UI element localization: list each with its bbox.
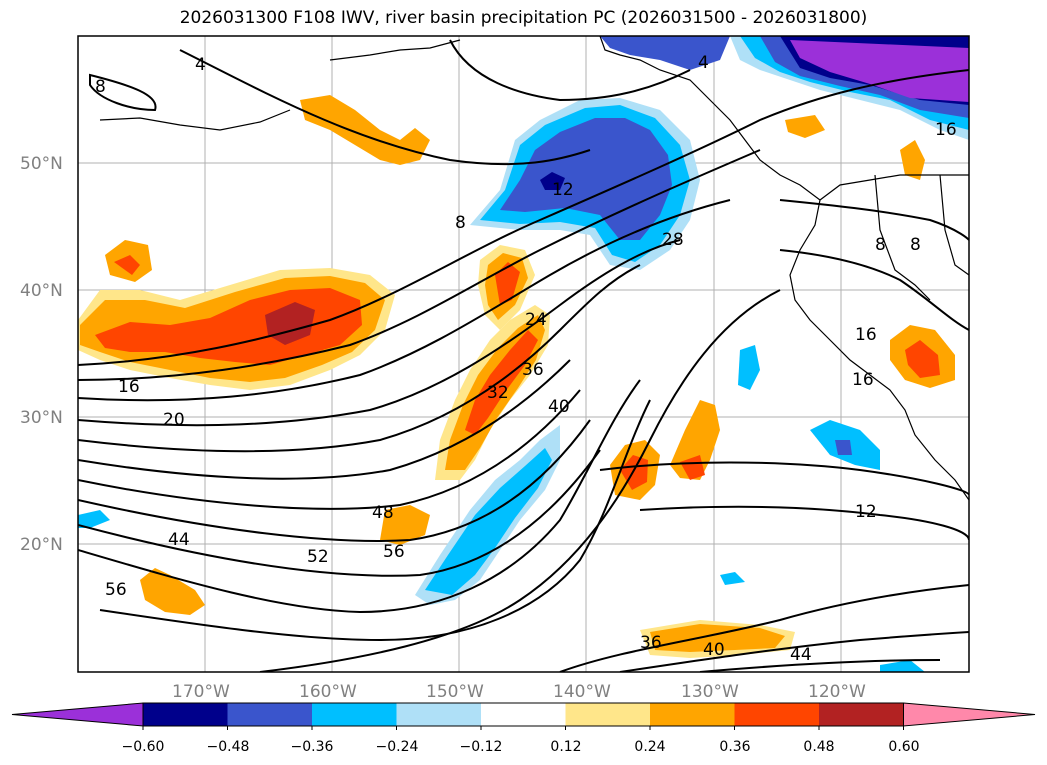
contour-label: 16 — [118, 377, 140, 397]
contour-label: 4 — [698, 53, 709, 73]
colorbar-tick-label: −0.36 — [291, 739, 334, 755]
contour-label: 48 — [372, 503, 394, 523]
colorbar-segment — [143, 703, 228, 726]
longitude-labels: 170°W 160°W 150°W 140°W 130°W 120°W — [172, 682, 866, 702]
contour-label: 40 — [703, 640, 725, 660]
colorbar-segment — [565, 703, 650, 726]
map-frame — [77, 35, 970, 673]
lat-label: 50°N — [20, 154, 63, 174]
precip-pc-shading — [78, 36, 969, 672]
contour-label: 16 — [852, 370, 874, 390]
contour-label: 8 — [875, 235, 886, 255]
colorbar-tick-label: 0.12 — [550, 739, 581, 755]
contour-label: 36 — [522, 360, 544, 380]
map-title: 2026031300 F108 IWV, river basin precipi… — [179, 8, 868, 28]
colorbar-segment — [734, 703, 819, 726]
colorbar-tick-label: −0.48 — [207, 739, 250, 755]
contour-label: 8 — [455, 213, 466, 233]
lon-label: 140°W — [553, 682, 611, 702]
contour-labels: 4 8 8 12 16 16 20 24 28 32 36 36 40 40 4… — [95, 53, 957, 665]
lon-label: 130°W — [681, 682, 739, 702]
lat-label: 20°N — [20, 535, 63, 555]
lat-label: 30°N — [20, 408, 63, 428]
colorbar-tick-label: −0.12 — [460, 739, 503, 755]
iwv-contours — [78, 39, 969, 672]
colorbar-extend-right — [903, 702, 1036, 727]
lon-label: 160°W — [299, 682, 357, 702]
colorbar-extend-left — [11, 702, 144, 727]
lat-label: 40°N — [20, 281, 63, 301]
colorbar-segment — [819, 703, 904, 726]
coastlines — [99, 36, 969, 501]
contour-label: 12 — [855, 502, 877, 522]
contour-label: 56 — [105, 580, 127, 600]
colorbar-segment — [227, 703, 312, 726]
contour-label: 4 — [195, 55, 206, 75]
colorbar-tick-label: −0.24 — [376, 739, 419, 755]
contour-label: 24 — [525, 310, 547, 330]
contour-label: 16 — [935, 120, 957, 140]
lon-label: 150°W — [426, 682, 484, 702]
colorbar-tick-label: −0.60 — [122, 739, 165, 755]
contour-label: 52 — [307, 547, 329, 567]
contour-label: 44 — [790, 645, 812, 665]
lon-label: 170°W — [172, 682, 230, 702]
contour-label: 8 — [910, 235, 921, 255]
lon-label: 120°W — [808, 682, 866, 702]
colorbar-segment — [396, 703, 481, 726]
colorbar-labels: −0.60 −0.48 −0.36 −0.24 −0.12 0.12 0.24 … — [122, 739, 920, 755]
latitude-labels: 50°N 40°N 30°N 20°N — [20, 154, 63, 555]
contour-label: 32 — [487, 383, 509, 403]
map-content: 4 8 8 12 16 16 20 24 28 32 36 36 40 40 4… — [78, 36, 969, 672]
contour-label: 44 — [168, 530, 190, 550]
colorbar-tick-label: 0.48 — [803, 739, 834, 755]
colorbar — [11, 702, 1036, 730]
colorbar-segment — [481, 703, 566, 726]
contour-label: 40 — [548, 397, 570, 417]
contour-label: 36 — [640, 633, 662, 653]
colorbar-segment — [650, 703, 735, 726]
colorbar-frame — [142, 702, 904, 727]
contour-label: 56 — [383, 542, 405, 562]
contour-label: 20 — [163, 410, 185, 430]
colorbar-segment — [312, 703, 397, 726]
colorbar-tick-label: 0.24 — [634, 739, 665, 755]
contour-label: 8 — [95, 77, 106, 97]
contour-label: 28 — [662, 230, 684, 250]
colorbar-tick-label: 0.60 — [888, 739, 919, 755]
colorbar-tick-label: 0.36 — [719, 739, 750, 755]
contour-label: 16 — [855, 325, 877, 345]
contour-label: 12 — [552, 180, 574, 200]
